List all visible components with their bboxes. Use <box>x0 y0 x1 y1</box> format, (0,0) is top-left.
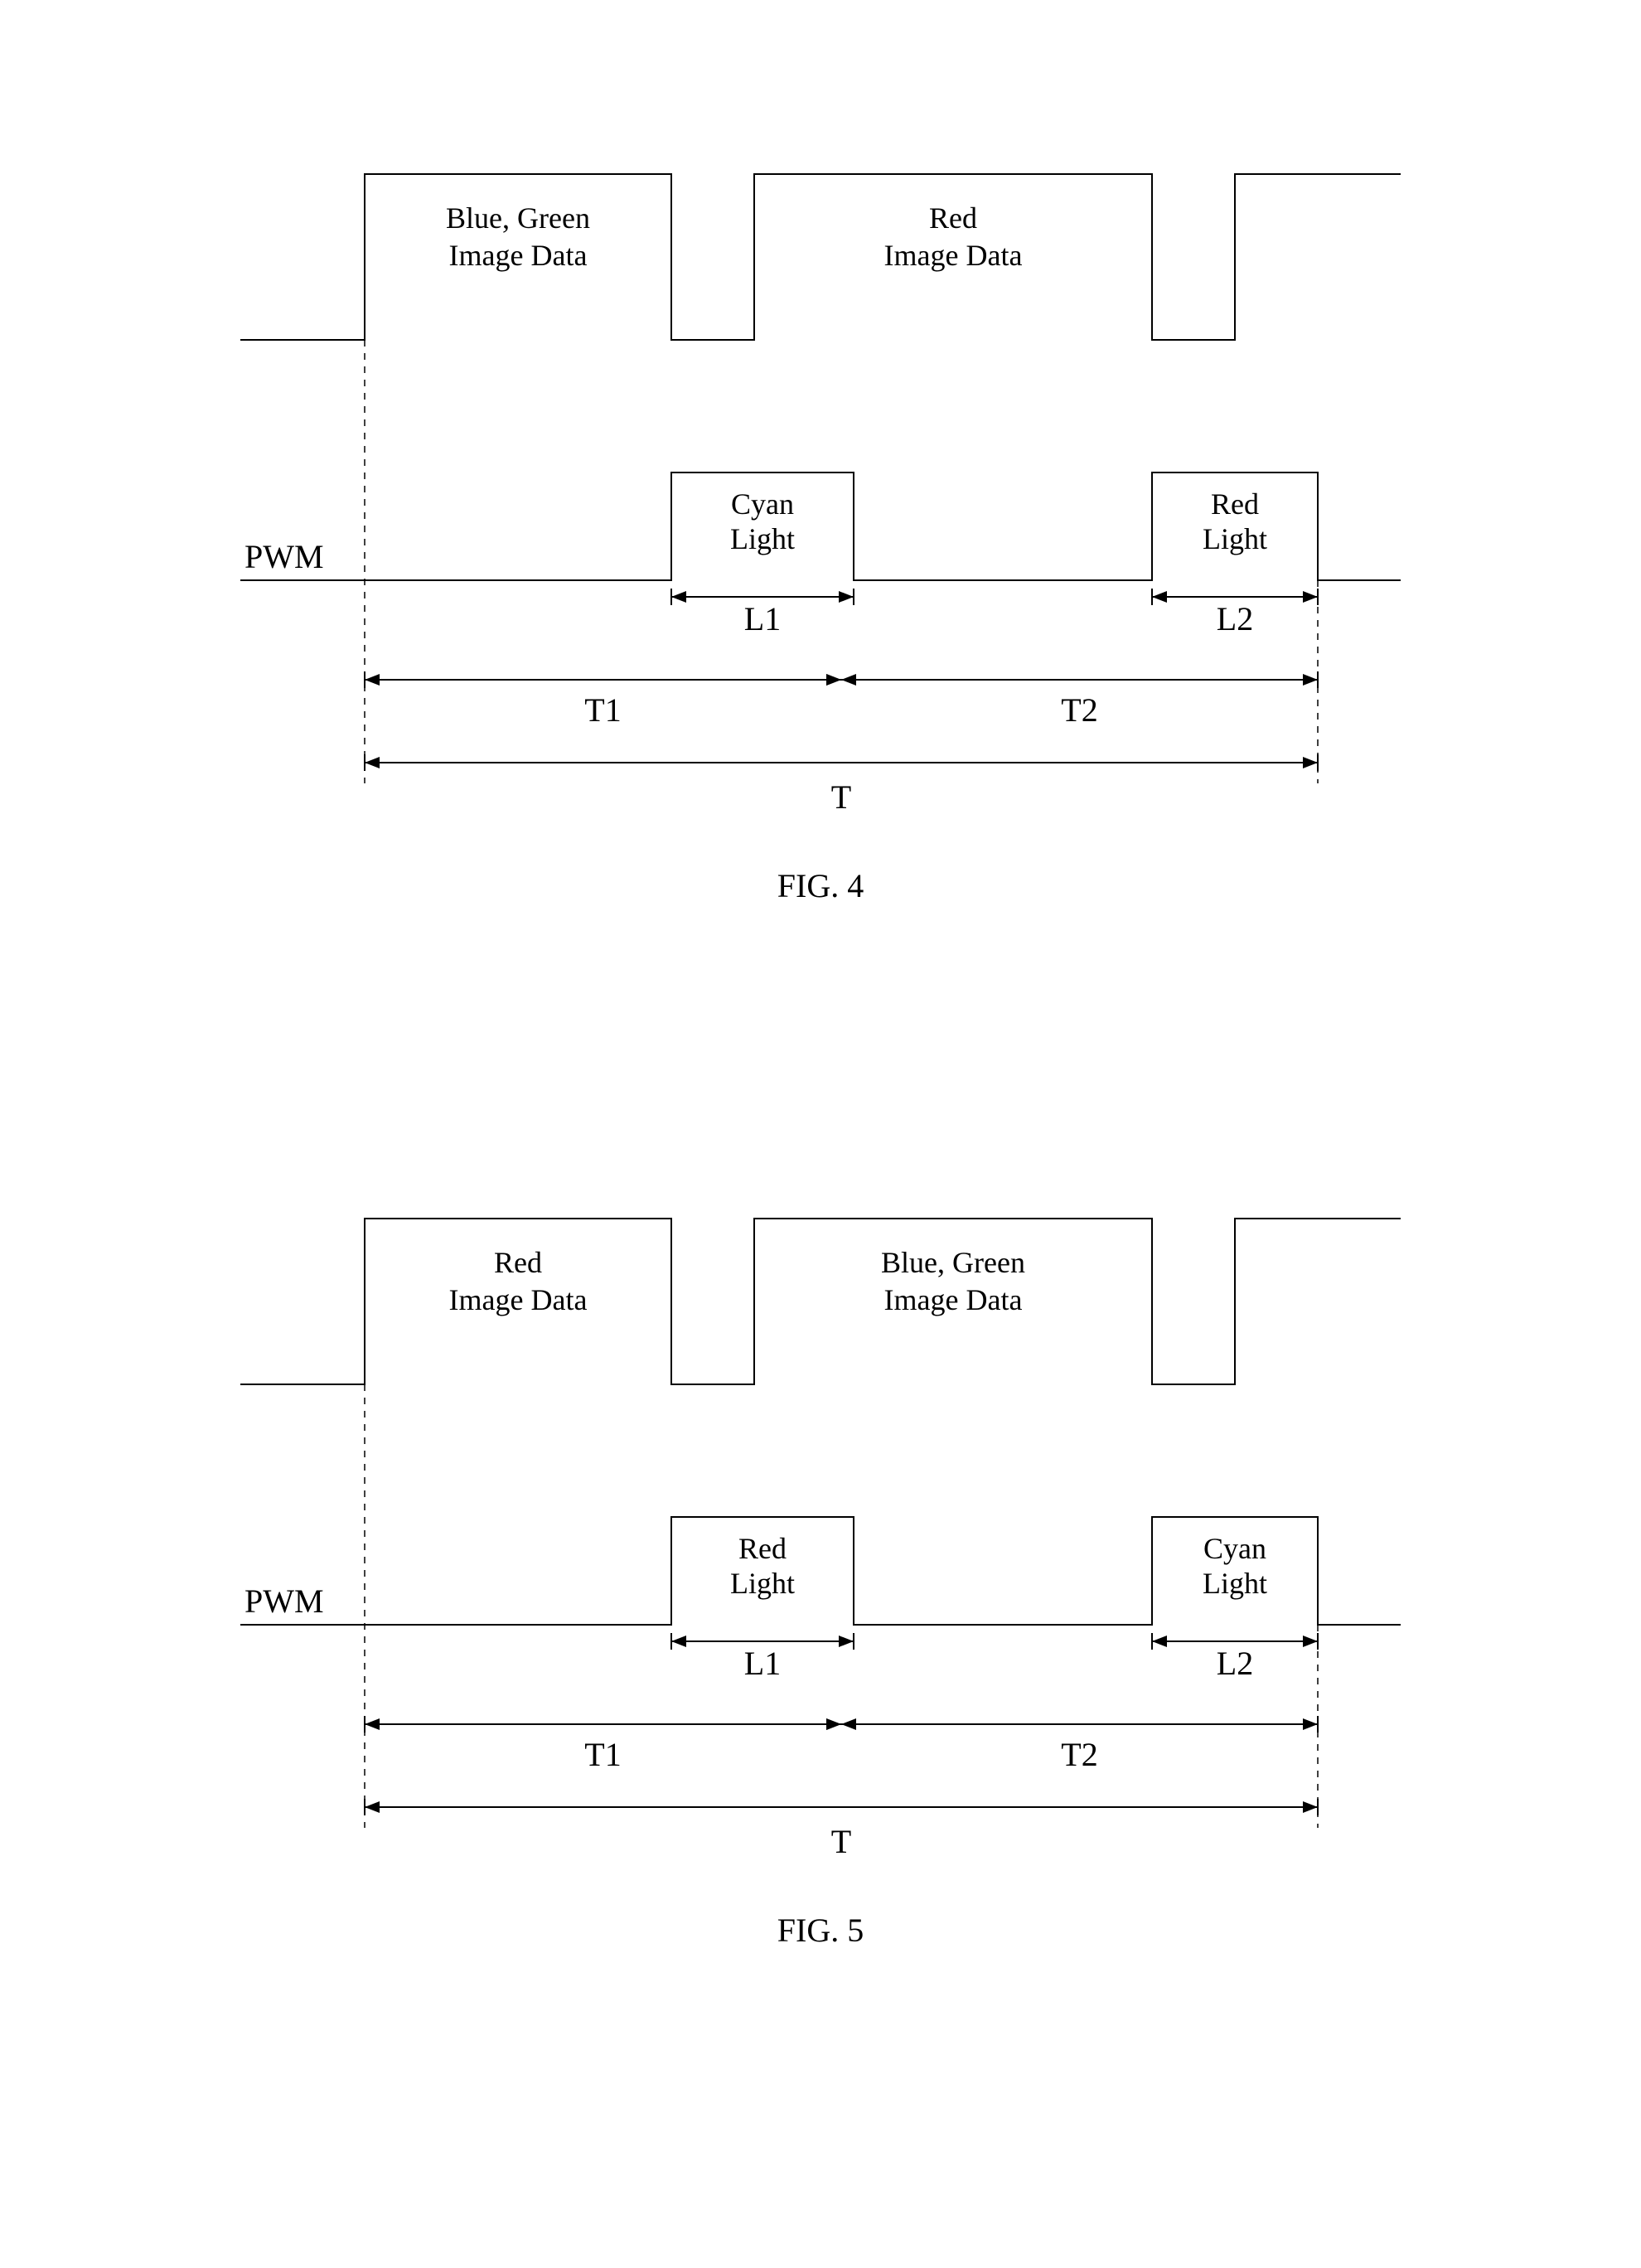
svg-text:Light: Light <box>1203 522 1267 555</box>
figure-5: Red Image Data Blue, Green Image Data PWM Red… <box>240 1144 1401 1950</box>
svg-text:Blue, Green: Blue, Green <box>881 1246 1025 1279</box>
svg-text:Cyan: Cyan <box>731 487 794 521</box>
svg-text:Image Data: Image Data <box>449 1283 588 1316</box>
svg-text:T1: T1 <box>584 1736 621 1773</box>
svg-text:L1: L1 <box>744 1645 781 1682</box>
svg-text:Light: Light <box>1203 1567 1267 1600</box>
svg-text:T: T <box>831 778 851 816</box>
svg-text:Red: Red <box>738 1532 787 1565</box>
svg-text:Blue, Green: Blue, Green <box>446 201 590 235</box>
svg-text:Cyan: Cyan <box>1203 1532 1266 1565</box>
fig5-svg: Red Image Data Blue, Green Image Data PWM Red… <box>240 1144 1401 1907</box>
fig4-caption: FIG. 4 <box>240 866 1401 905</box>
figure-4: Blue, Green Image Data Red Image Data PWM Cya… <box>240 99 1401 905</box>
svg-text:PWM: PWM <box>244 538 324 575</box>
svg-text:Light: Light <box>730 522 795 555</box>
fig5-caption: FIG. 5 <box>240 1911 1401 1950</box>
svg-text:L2: L2 <box>1217 1645 1253 1682</box>
svg-text:Red: Red <box>929 201 977 235</box>
svg-text:T2: T2 <box>1061 1736 1097 1773</box>
svg-text:L2: L2 <box>1217 600 1253 637</box>
svg-text:T2: T2 <box>1061 691 1097 729</box>
svg-text:Image Data: Image Data <box>884 1283 1023 1316</box>
svg-text:PWM: PWM <box>244 1582 324 1620</box>
svg-text:Light: Light <box>730 1567 795 1600</box>
svg-text:Red: Red <box>494 1246 542 1279</box>
svg-text:T1: T1 <box>584 691 621 729</box>
svg-text:T: T <box>831 1823 851 1860</box>
svg-text:Red: Red <box>1211 487 1259 521</box>
fig4-svg: Blue, Green Image Data Red Image Data PWM Cya… <box>240 99 1401 862</box>
svg-text:Image Data: Image Data <box>884 239 1023 272</box>
svg-text:L1: L1 <box>744 600 781 637</box>
svg-text:Image Data: Image Data <box>449 239 588 272</box>
